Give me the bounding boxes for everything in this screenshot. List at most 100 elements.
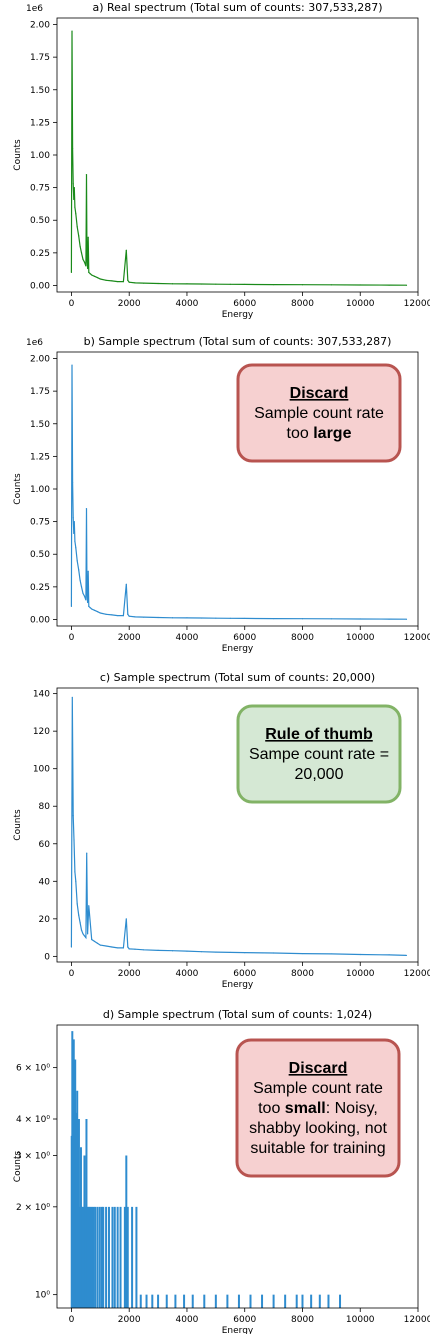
y-tick-label: 1.00 — [30, 151, 50, 161]
annotation-segment: suitable for training — [250, 1140, 385, 1157]
chart-title: a) Real spectrum (Total sum of counts: 3… — [92, 1, 382, 14]
data-point — [73, 839, 75, 841]
data-point — [244, 283, 246, 286]
data-point — [71, 481, 74, 484]
x-axis-label: Energy — [222, 1326, 254, 1334]
data-point — [85, 265, 87, 267]
x-tick-label: 4000 — [176, 633, 199, 643]
data-point — [127, 279, 129, 281]
data-point — [78, 914, 80, 916]
data-point — [122, 280, 125, 283]
y-tick-label: 0.00 — [30, 281, 50, 291]
data-point — [70, 605, 73, 608]
data-point — [78, 569, 80, 571]
data-point — [91, 938, 93, 941]
annotation-line: Sample count rate — [254, 405, 384, 422]
data-point — [405, 954, 408, 957]
x-tick-label: 6000 — [233, 1315, 256, 1325]
annotation-line: Sampe count rate = — [249, 746, 389, 763]
data-point — [125, 249, 127, 251]
y-tick-label: 6 × 10⁰ — [16, 1064, 50, 1074]
data-point — [273, 952, 275, 954]
x-tick-label: 8000 — [291, 299, 314, 309]
annotation-box: Rule of thumb Sampe count rate = 20,000 — [236, 704, 402, 804]
annotation-background — [236, 363, 402, 463]
y-tick-label: 80 — [39, 802, 51, 812]
data-point — [86, 258, 88, 260]
data-point — [99, 944, 101, 946]
data-point — [70, 271, 73, 274]
data-point — [87, 570, 89, 572]
x-tick-label: 12000 — [404, 633, 430, 643]
data-point — [171, 950, 174, 952]
x-tick-label: 6000 — [233, 633, 256, 643]
data-point — [85, 173, 88, 176]
data-point — [88, 271, 90, 274]
data-point — [89, 273, 91, 275]
data-point — [157, 949, 159, 951]
data-point — [388, 954, 390, 956]
data-point — [128, 281, 130, 283]
annotation-background — [235, 1038, 401, 1178]
data-point — [72, 815, 74, 817]
data-point — [99, 612, 101, 614]
data-point — [86, 592, 88, 594]
y-tick-label: 1.25 — [30, 118, 50, 128]
data-point — [117, 947, 119, 949]
data-point — [96, 942, 99, 944]
data-point — [117, 280, 119, 283]
x-tick-label: 6000 — [233, 299, 256, 309]
data-point — [200, 283, 202, 285]
annotation-line: shabby looking, not — [249, 1120, 387, 1137]
y-tick-label: 2.00 — [30, 355, 50, 365]
data-point — [87, 933, 89, 935]
annotation-line: 20,000 — [295, 766, 344, 783]
chart-panel-a: a) Real spectrum (Total sum of counts: 3… — [13, 1, 430, 320]
chart-title: c) Sample spectrum (Total sum of counts:… — [100, 671, 375, 684]
data-point — [96, 277, 99, 279]
data-point — [186, 617, 188, 619]
data-point — [244, 952, 246, 954]
data-point — [87, 601, 89, 604]
data-point — [73, 532, 75, 534]
data-point — [330, 953, 332, 955]
chart-panel-b: b) Sample spectrum (Total sum of counts:… — [13, 335, 430, 654]
data-point — [74, 206, 76, 208]
data-point — [127, 946, 129, 948]
x-tick-label: 0 — [69, 299, 75, 309]
y-tick-label: 4 × 10⁰ — [16, 1115, 50, 1125]
chart-panel-d: d) Sample spectrum (Total sum of counts:… — [13, 1008, 430, 1334]
x-axis-label: Energy — [222, 310, 254, 320]
data-point — [75, 880, 77, 882]
data-point — [125, 918, 127, 920]
data-point — [85, 599, 87, 601]
x-tick-label: 8000 — [291, 633, 314, 643]
data-point — [80, 252, 83, 254]
data-point — [157, 282, 159, 285]
data-point — [85, 507, 88, 510]
data-line — [70, 30, 407, 286]
y-axis-label: Counts — [13, 139, 23, 171]
data-point — [244, 617, 246, 620]
data-point — [105, 279, 107, 281]
x-tick-label: 0 — [69, 633, 75, 643]
x-tick-label: 4000 — [176, 1315, 199, 1325]
data-point — [93, 275, 96, 277]
annotation-line: too large — [287, 425, 352, 442]
data-point — [215, 951, 217, 953]
data-point — [229, 617, 231, 619]
data-point — [122, 614, 125, 617]
data-point — [105, 945, 107, 947]
x-tick-label: 0 — [69, 969, 75, 979]
x-tick-label: 12000 — [404, 299, 430, 309]
data-point — [171, 617, 174, 619]
annotation-background — [236, 704, 402, 804]
y-tick-label: 1.00 — [30, 485, 50, 495]
annotation-heading: Discard — [290, 385, 349, 402]
data-point — [134, 616, 136, 618]
data-point — [273, 283, 275, 286]
data-point — [91, 274, 93, 276]
y-tick-label: 10⁰ — [35, 1291, 50, 1301]
data-point — [82, 592, 84, 594]
